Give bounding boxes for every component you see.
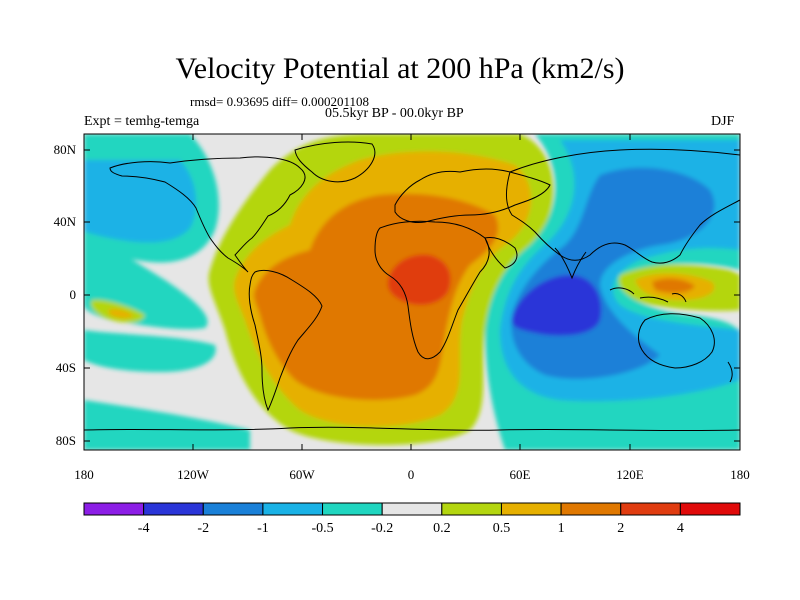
colorbar-swatch	[560, 502, 622, 516]
colorbar-label: 0.5	[492, 521, 511, 536]
rmsd-diff-text: rmsd= 0.93695 diff= 0.000201108	[190, 94, 369, 109]
colorbar-label: -0.5	[311, 521, 334, 536]
lon-label-60w: 60W	[289, 467, 315, 482]
colorbar-swatch	[381, 502, 443, 516]
period-text: 05.5kyr BP - 00.0kyr BP	[325, 106, 464, 121]
contour-neg0.5-npac	[84, 160, 196, 243]
australia-coast	[637, 313, 715, 369]
europe-coast	[394, 168, 551, 223]
asia-coast	[506, 148, 740, 264]
africa-coast	[374, 220, 490, 360]
contour-neg0.2-spac	[84, 330, 216, 372]
lon-label-60e: 60E	[509, 467, 531, 482]
colorbar-swatch	[83, 502, 145, 516]
contour-2	[387, 254, 451, 305]
axis-ticks	[84, 134, 740, 450]
colorbar-swatch	[322, 502, 383, 516]
contour-fields	[84, 134, 740, 450]
north-america-coast	[109, 156, 306, 273]
lat-label-0: 0	[69, 287, 77, 302]
colorbar-label: 0.2	[433, 521, 451, 536]
contour-pos0.5-cpac	[108, 308, 134, 319]
south-america-coast	[248, 269, 323, 412]
lat-label-80n: 80N	[53, 142, 76, 157]
colorbar-swatch	[143, 502, 204, 516]
colorbar-swatch	[202, 502, 264, 516]
colorbar-label: 4	[676, 521, 684, 536]
experiment-text: Expt = temhg-temga	[84, 114, 200, 129]
colorbar-swatch	[679, 502, 741, 516]
colorbar-label: -1	[257, 521, 269, 536]
lat-label-40n: 40N	[53, 214, 76, 229]
colorbar-swatch	[441, 502, 502, 516]
contour-s-circumpolar	[84, 400, 250, 450]
colorbar-swatch	[500, 502, 562, 516]
arabia-coast	[484, 237, 518, 269]
lat-label-40s: 40S	[55, 360, 76, 375]
lat-label-80s: 80S	[55, 433, 76, 448]
greenland-coast	[294, 141, 376, 183]
lon-label-120w: 120W	[177, 467, 209, 482]
contour-1	[253, 193, 499, 400]
coastlines	[84, 141, 740, 432]
colorbar-label: -2	[197, 521, 210, 536]
colorbar-label: -4	[137, 521, 150, 536]
colorbar-swatch	[620, 502, 681, 516]
map-frame	[83, 133, 741, 451]
contour-1-pacific	[652, 278, 695, 294]
colorbar-label: 2	[617, 521, 625, 536]
se-asia-islands	[609, 287, 687, 303]
antarctica-coast	[84, 426, 740, 432]
colorbar	[83, 502, 741, 516]
new-zealand-coast	[727, 361, 733, 383]
colorbar-label: -0.2	[371, 521, 394, 536]
season-text: DJF	[711, 114, 735, 129]
contour-neg2-asia	[511, 275, 602, 336]
lon-label-120e: 120E	[616, 467, 644, 482]
india-coast	[554, 247, 587, 280]
colorbar-label: 1	[557, 521, 565, 536]
lon-label-180w: 180	[74, 467, 94, 482]
lon-label-0: 0	[407, 467, 415, 482]
plot-title: Velocity Potential at 200 hPa (km2/s)	[175, 52, 625, 85]
colorbar-swatch	[262, 502, 324, 516]
lon-label-180e: 180	[730, 467, 750, 482]
